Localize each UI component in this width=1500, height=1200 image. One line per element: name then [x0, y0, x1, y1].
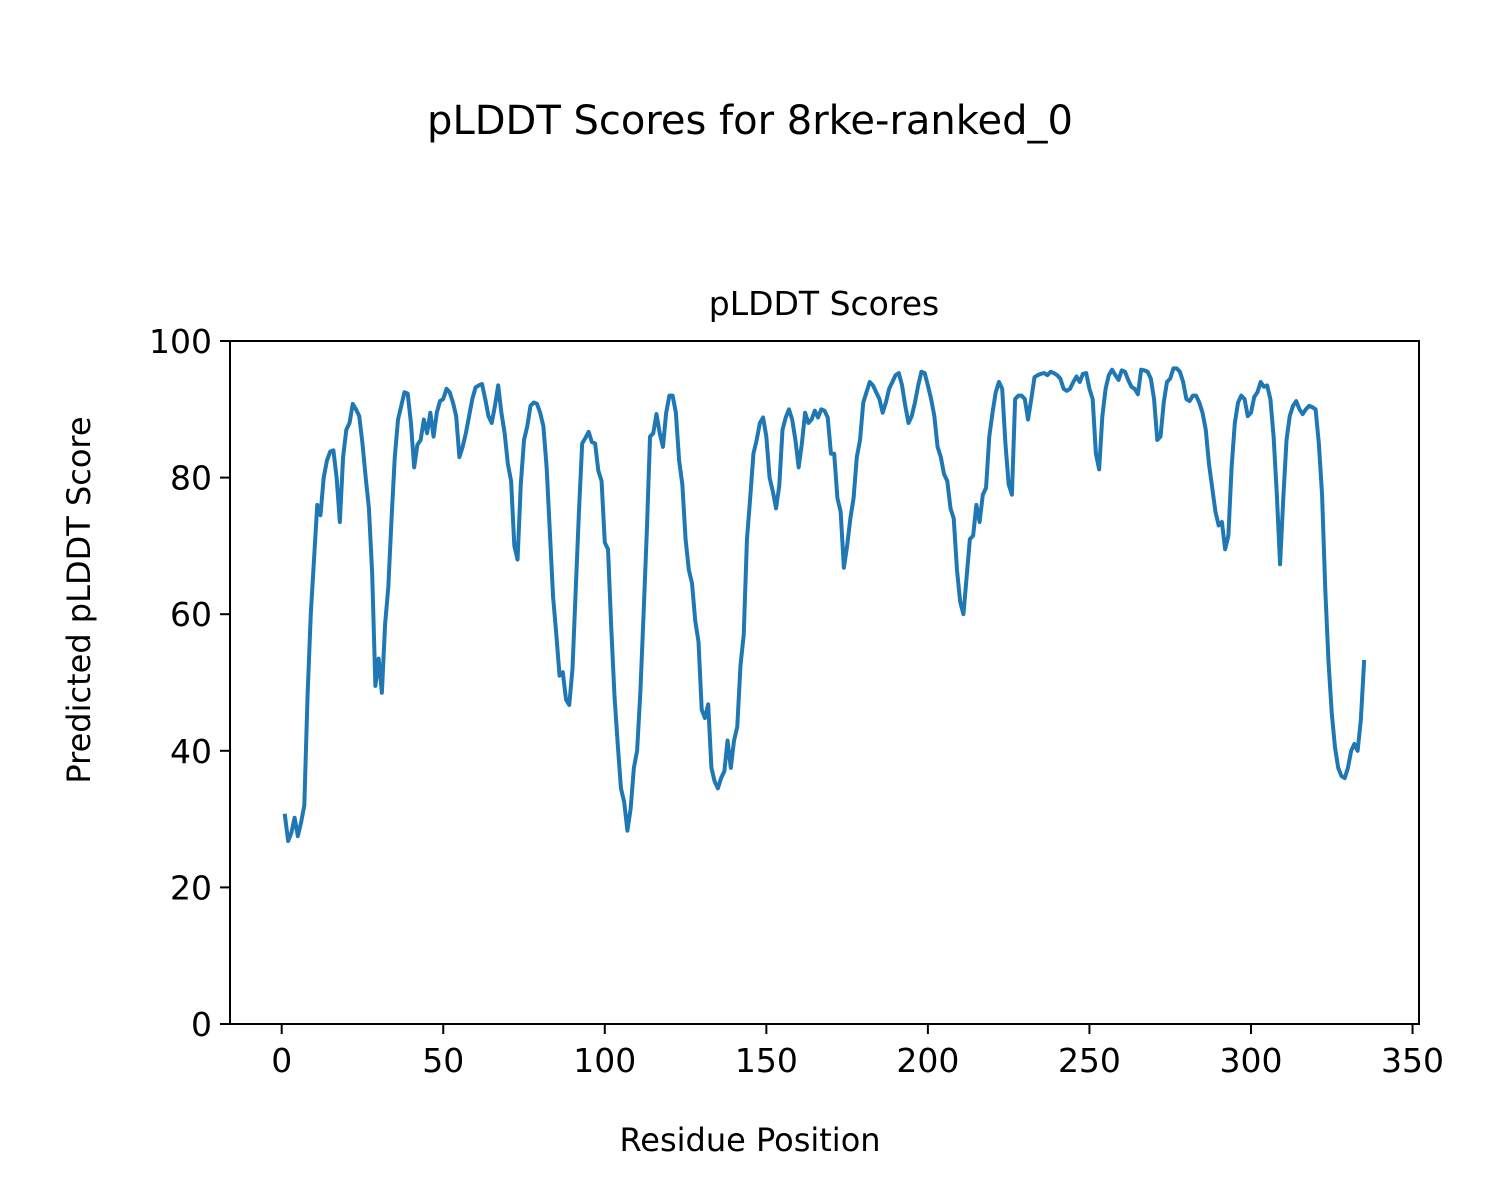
axes-title: pLDDT Scores [709, 284, 939, 323]
y-axis: 0 20 40 60 80 100 [149, 322, 230, 1044]
x-tick-label: 50 [422, 1041, 464, 1080]
x-tick-label: 250 [1058, 1041, 1121, 1080]
x-tick-label: 200 [896, 1041, 959, 1080]
x-tick-label: 100 [573, 1041, 636, 1080]
plot-area [229, 340, 1420, 1025]
series-line-0 [282, 366, 1367, 843]
y-tick-label: 100 [149, 322, 212, 361]
y-tick-label: 40 [170, 732, 212, 771]
x-tick-label: 0 [271, 1041, 292, 1080]
y-axis-label: Predicted pLDDT Score [60, 416, 98, 783]
y-tick-label: 20 [170, 868, 212, 907]
y-tick-label: 0 [191, 1005, 212, 1044]
x-tick-label: 300 [1219, 1041, 1282, 1080]
axes-frame [229, 340, 1420, 1025]
x-tick-label: 150 [735, 1041, 798, 1080]
figure-title: pLDDT Scores for 8rke-ranked_0 [427, 98, 1073, 144]
x-tick-label: 350 [1381, 1041, 1444, 1080]
y-tick-label: 80 [170, 459, 212, 498]
y-tick-label: 60 [170, 595, 212, 634]
x-axis-label: Residue Position [619, 1121, 880, 1159]
x-axis: 0 50 100 150 200 250 300 350 [271, 1024, 1444, 1080]
